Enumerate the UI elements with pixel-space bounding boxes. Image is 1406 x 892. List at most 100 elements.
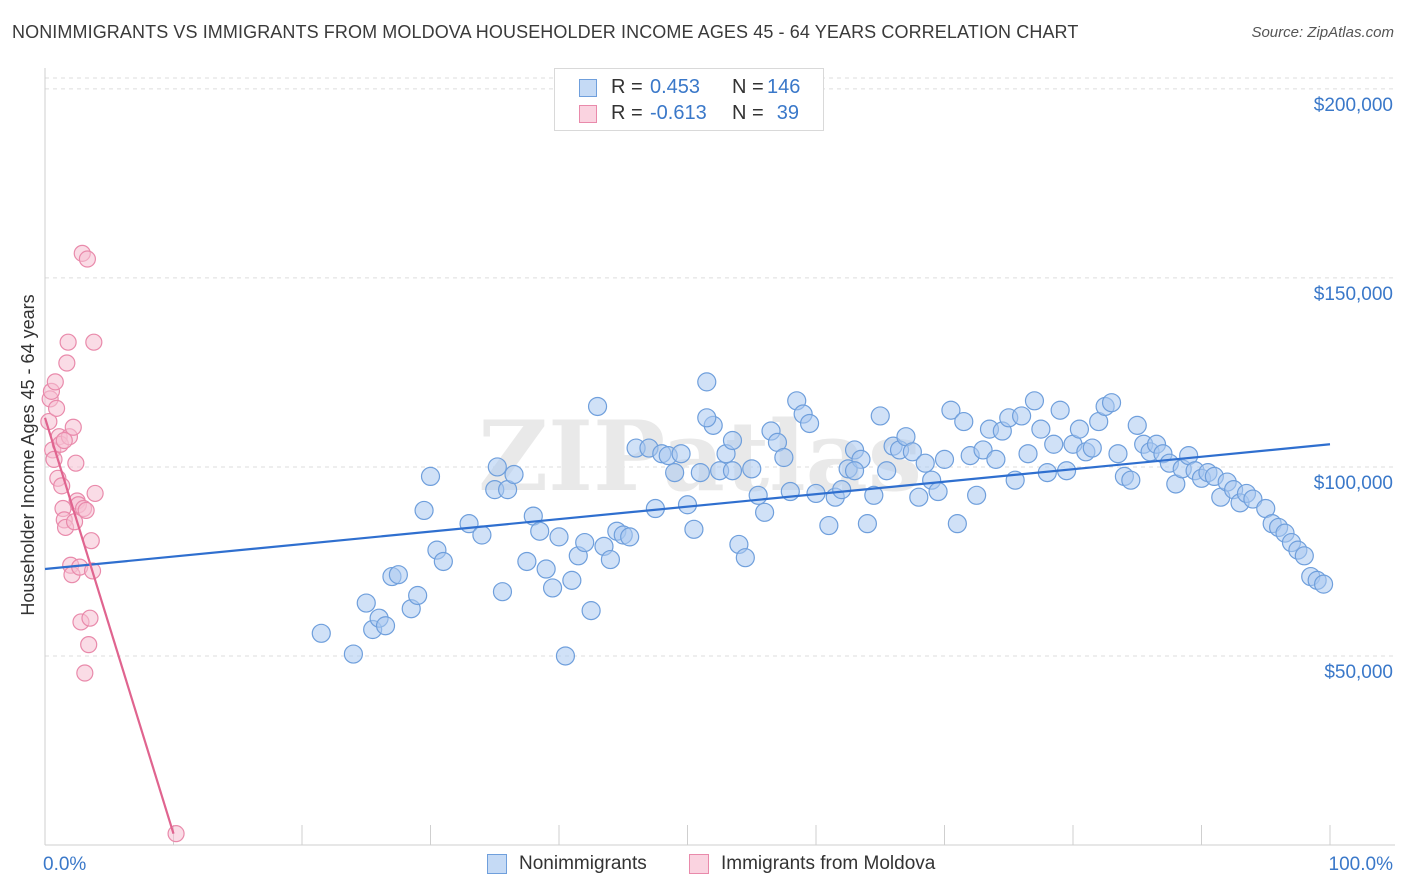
nonimmigrant-point [947,514,967,534]
nonimmigrant-point [1018,444,1038,464]
moldova-point [47,399,66,417]
x-tick-labels: 0.0% 100.0% [43,854,1393,875]
nonimmigrant-point [665,463,685,483]
nonimmigrant-point [530,521,550,541]
nonimmigrant-point [986,449,1006,469]
nonimmigrant-point [857,514,878,534]
y-tick-label: $150,000 [1314,284,1393,305]
nonimmigrant-point [1121,470,1141,490]
chart-title: NONIMMIGRANTS VS IMMIGRANTS FROM MOLDOVA… [12,22,1079,42]
legend-swatch-blue [579,79,597,97]
nonimmigrant-point [973,440,993,460]
legend-swatch-pink [579,105,597,123]
source-label: Source: ZipAtlas.com [1251,24,1394,41]
nonimmigrant-point [928,481,948,502]
nonimmigrant-point [677,495,698,515]
moldova-point [81,609,99,627]
moldova-point [58,354,76,372]
nonimmigrant-point [967,485,987,505]
nonimmigrant-point [581,601,601,621]
r-label: R = [611,102,643,124]
y-tick-labels: $50,000 $100,000 $150,000 $200,000 [1314,95,1393,683]
legend-swatch-blue [487,854,507,874]
nonimmigrant-point [1313,574,1334,594]
nonimmigrant-point [941,400,961,420]
nonimmigrant-point [1024,391,1045,411]
nonimmigrant-point [549,527,569,547]
y-tick-label: $50,000 [1324,662,1393,683]
moldova-trend-line [43,417,175,834]
nonimmigrant-point [1044,434,1064,454]
nonimmigrant-point [575,532,595,553]
nonimmigrant-point [915,453,935,473]
n-label: N = [732,76,764,98]
nonimmigrant-point [555,646,576,666]
x-tick-label: 0.0% [43,854,86,875]
nonimmigrant-point [420,466,441,487]
nonimmigrant-point [684,519,704,539]
moldova-point [46,373,64,391]
nonimmigrant-point [504,464,524,485]
nonimmigrant-point [954,411,974,432]
nonimmigrant-point [620,527,640,547]
nonimmigrant-point [832,480,852,500]
trend-lines [43,417,1331,834]
nonimmigrant-point [536,559,556,579]
y-tick-label: $100,000 [1314,473,1393,494]
nonimmigrant-point [934,449,955,469]
nonimmigrant-point [1108,444,1128,464]
nonimmigrant-point [722,430,743,451]
nonimmigrant-point [1127,415,1147,435]
y-tick-label: $200,000 [1314,95,1393,116]
nonimmigrant-point [1101,393,1122,413]
moldova-point [64,418,82,436]
nonimmigrant-point [748,485,768,505]
r-value: 0.453 [650,76,701,98]
nonimmigrant-point [870,406,890,426]
nonimmigrant-point [774,447,794,468]
nonimmigrant-point [408,585,428,606]
nonimmigrant-point [492,582,513,602]
nonimmigrant-point [671,444,691,464]
nonimmigrant-point [844,461,865,481]
r-label: R = [611,76,643,98]
nonimmigrant-point [517,551,537,572]
nonimmigrant-point [388,565,408,585]
nonimmigrant-point [799,413,820,434]
nonimmigrant-point [902,442,922,462]
nonimmigrant-point [487,457,507,477]
nonimmigrant-point [864,485,884,505]
nonimmigrant-point [1069,419,1090,439]
nonimmigrant-point [690,463,710,483]
nonimmigrant-point [1082,438,1102,458]
nonimmigrant-point [356,593,376,613]
moldova-point [67,454,85,472]
moldova-point [80,636,98,654]
nonimmigrant-point [414,500,434,521]
n-value: 146 [767,76,801,98]
nonimmigrant-point [1243,489,1263,509]
nonimmigrant-point [375,616,396,636]
legend-label: Immigrants from Moldova [721,853,936,874]
x-tick-label: 100.0% [1329,854,1394,875]
nonimmigrant-point [600,549,621,570]
moldova-point [85,333,103,351]
n-value: 39 [776,102,799,124]
moldova-point [86,484,104,503]
moldova-point [78,250,97,268]
moldova-point [59,333,77,351]
n-label: N = [732,102,764,124]
nonimmigrant-point [877,461,897,481]
moldova-point [55,431,73,450]
nonimmigrant-trend-line [44,443,1331,571]
nonimmigrant-point [742,459,762,479]
nonimmigrant-point [909,487,929,507]
nonimmigrant-point [311,623,331,643]
moldova-point [77,501,95,520]
nonimmigrant-point [1011,406,1032,426]
nonimmigrant-point [472,525,492,545]
nonimmigrant-point [587,396,608,417]
nonimmigrant-point [562,570,582,590]
stats-legend: R = 0.453 N = 146 R = -0.613 N = 39 [554,68,824,131]
nonimmigrant-point [433,551,453,572]
